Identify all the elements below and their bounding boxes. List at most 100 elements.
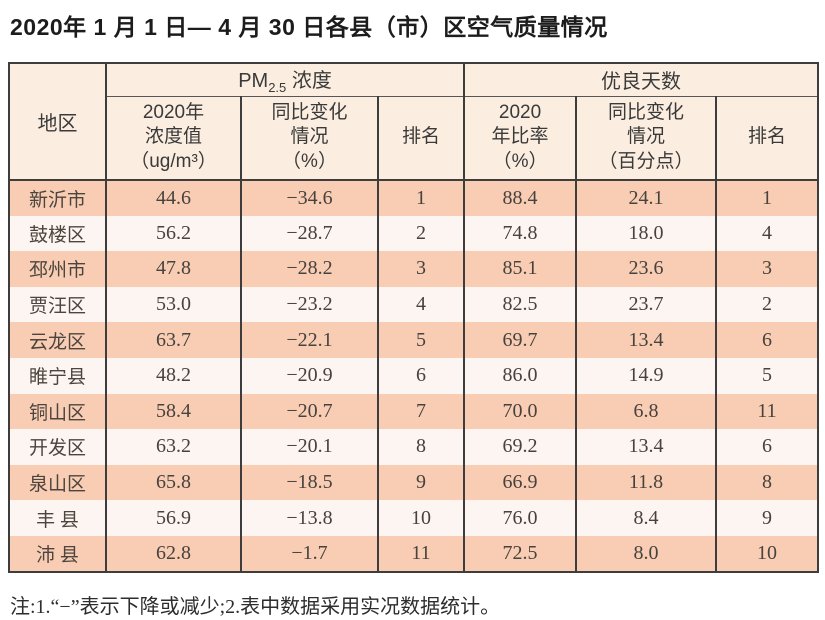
pm-rank-cell: 10	[376, 500, 465, 536]
table-row: 睢宁县 48.2 −20.9 6 86.0 14.9 5	[8, 357, 819, 394]
good-rank-cell: 8	[715, 464, 819, 501]
good-rank-cell: 6	[715, 429, 819, 465]
good-rank-cell: 6	[715, 322, 819, 358]
table-row: 沛 县 62.8 −1.7 11 72.5 8.0 10	[8, 535, 819, 572]
region-cell: 泉山区	[8, 464, 106, 501]
region-cell: 鼓楼区	[8, 215, 106, 252]
good-change-cell: 6.8	[575, 393, 717, 430]
pm25-label-suffix: 浓度	[286, 70, 332, 93]
col-header-pm-change: 同比变化 情况 （%）	[240, 96, 378, 181]
good-change-cell: 24.1	[575, 180, 717, 216]
pm-rank-cell: 8	[376, 429, 465, 465]
table-row: 丰 县 56.9 −13.8 10 76.0 8.4 9	[8, 500, 819, 536]
pm-rank-cell: 1	[376, 180, 465, 216]
good-ratio-cell: 69.7	[463, 322, 577, 358]
region-cell: 丰 县	[8, 500, 106, 536]
region-cell: 云龙区	[8, 322, 106, 358]
pm-rank-cell: 3	[376, 251, 465, 287]
table-row: 贾汪区 53.0 −23.2 4 82.5 23.7 2	[8, 286, 819, 323]
pm-rank-cell: 9	[376, 464, 465, 501]
good-change-cell: 13.4	[575, 429, 717, 465]
pm-value-cell: 56.2	[105, 215, 241, 252]
good-rank-cell: 10	[715, 535, 819, 572]
table-body: 新沂市 44.6 −34.6 1 88.4 24.1 1 鼓楼区 56.2 −28.7 2 74.8 1…	[8, 180, 819, 572]
col-header-region: 地区	[8, 63, 106, 181]
good-rank-cell: 11	[715, 393, 819, 430]
pm-change-cell: −20.9	[240, 357, 378, 394]
col-group-good-days: 优良天数	[463, 63, 819, 97]
pm-change-cell: −20.1	[240, 429, 378, 465]
table-row: 开发区 63.2 −20.1 8 69.2 13.4 6	[8, 429, 819, 465]
good-ratio-cell: 86.0	[463, 357, 577, 394]
pm-rank-cell: 5	[376, 322, 465, 358]
region-cell: 邳州市	[8, 251, 106, 287]
table-row: 泉山区 65.8 −18.5 9 66.9 11.8 8	[8, 464, 819, 501]
good-rank-cell: 5	[715, 357, 819, 394]
table-row: 鼓楼区 56.2 −28.7 2 74.8 18.0 4	[8, 215, 819, 252]
pm-value-cell: 63.2	[105, 429, 241, 465]
pm-value-cell: 65.8	[105, 464, 241, 501]
table-row: 铜山区 58.4 −20.7 7 70.0 6.8 11	[8, 393, 819, 430]
header-sub-row: 2020年 浓度值 （ug/m³） 同比变化 情况 （%） 排名 2020 年比…	[9, 96, 819, 181]
pm-rank-cell: 11	[376, 535, 465, 572]
good-ratio-cell: 70.0	[463, 393, 577, 430]
good-rank-cell: 1	[715, 180, 819, 216]
air-quality-table: 地区 PM2.5 浓度 优良天数 2020年 浓度值 （ug/m³） 同比变化 …	[8, 62, 820, 573]
pm-value-cell: 53.0	[105, 286, 241, 323]
col-header-good-ratio: 2020 年比率 （%）	[463, 96, 577, 181]
pm-change-cell: −34.6	[240, 180, 378, 216]
pm-change-cell: −18.5	[240, 464, 378, 501]
good-ratio-cell: 82.5	[463, 286, 577, 323]
good-ratio-cell: 74.8	[463, 215, 577, 252]
col-header-pm-rank: 排名	[376, 96, 465, 181]
pm-value-cell: 56.9	[105, 500, 241, 536]
table-row: 云龙区 63.7 −22.1 5 69.7 13.4 6	[8, 322, 819, 358]
pm-rank-cell: 2	[376, 215, 465, 252]
header-group-row: 地区 PM2.5 浓度 优良天数	[8, 63, 819, 181]
pm-rank-cell: 6	[376, 357, 465, 394]
pm-value-cell: 63.7	[105, 322, 241, 358]
good-change-cell: 23.7	[575, 286, 717, 323]
pm-change-cell: −20.7	[240, 393, 378, 430]
col-header-good-change: 同比变化 情况 （百分点）	[575, 96, 717, 181]
good-ratio-cell: 69.2	[463, 429, 577, 465]
good-ratio-cell: 72.5	[463, 535, 577, 572]
pm25-label-prefix: PM	[238, 70, 269, 93]
pm-value-cell: 62.8	[105, 535, 241, 572]
pm-change-cell: −1.7	[240, 535, 378, 572]
pm-value-cell: 44.6	[105, 180, 241, 216]
good-rank-cell: 9	[715, 500, 819, 536]
page-title: 2020年 1 月 1 日— 4 月 30 日各县（市）区空气质量情况	[10, 14, 608, 40]
good-ratio-cell: 76.0	[463, 500, 577, 536]
pm-change-cell: −28.2	[240, 251, 378, 287]
good-change-cell: 14.9	[575, 357, 717, 394]
pm-value-cell: 47.8	[105, 251, 241, 287]
region-cell: 铜山区	[8, 393, 106, 430]
region-cell: 贾汪区	[8, 286, 106, 323]
good-ratio-cell: 66.9	[463, 464, 577, 501]
pm25-label-subscript: 2.5	[268, 80, 287, 96]
pm-value-cell: 58.4	[105, 393, 241, 430]
good-ratio-cell: 85.1	[463, 251, 577, 287]
good-change-cell: 8.4	[575, 500, 717, 536]
good-change-cell: 23.6	[575, 251, 717, 287]
good-ratio-cell: 88.4	[463, 180, 577, 216]
pm-change-cell: −23.2	[240, 286, 378, 323]
good-change-cell: 13.4	[575, 322, 717, 358]
region-cell: 开发区	[8, 429, 106, 465]
col-group-pm25: PM2.5 浓度	[104, 63, 465, 97]
region-cell: 沛 县	[8, 535, 106, 572]
col-header-good-rank: 排名	[715, 96, 819, 181]
good-rank-cell: 4	[715, 215, 819, 252]
region-cell: 新沂市	[8, 180, 106, 216]
pm-change-cell: −28.7	[240, 215, 378, 252]
good-change-cell: 11.8	[575, 464, 717, 501]
good-rank-cell: 3	[715, 251, 819, 287]
pm-change-cell: −22.1	[240, 322, 378, 358]
pm-rank-cell: 4	[376, 286, 465, 323]
footnote: 注:1.“−”表示下降或减少;2.表中数据采用实况数据统计。	[10, 596, 501, 618]
table-row: 邳州市 47.8 −28.2 3 85.1 23.6 3	[8, 251, 819, 287]
pm-change-cell: −13.8	[240, 500, 378, 536]
good-rank-cell: 2	[715, 286, 819, 323]
col-header-pm-value: 2020年 浓度值 （ug/m³）	[105, 96, 241, 181]
